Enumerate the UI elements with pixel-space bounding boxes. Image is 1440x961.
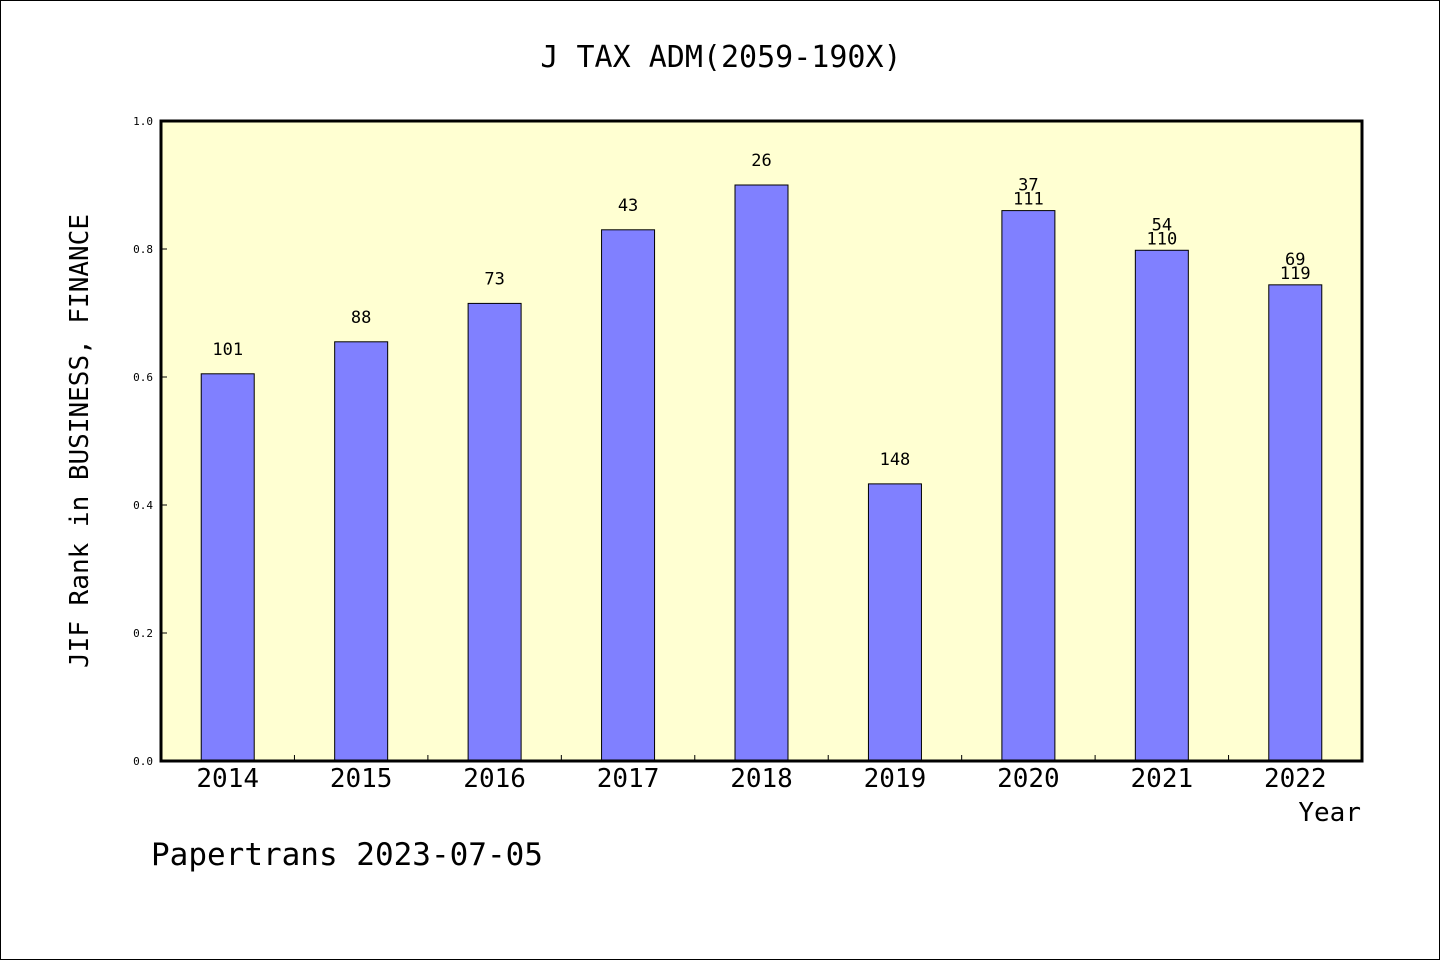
chart-title: J TAX ADM(2059-190X): [540, 40, 901, 75]
bar-label: 101: [212, 340, 243, 360]
x-tick-label: 2014: [196, 764, 259, 794]
plot-border: [159, 119, 1364, 763]
y-tick-label: 0.2: [133, 627, 153, 640]
y-tick-label: 0.0: [133, 755, 153, 768]
bar: [1134, 249, 1189, 762]
x-axis-label: Year: [1298, 798, 1361, 828]
bar: [467, 302, 522, 762]
bar-label: 26: [751, 151, 771, 171]
bar: [867, 483, 922, 762]
bar: [734, 184, 789, 762]
bar-label: 43: [618, 196, 638, 216]
bar-label: 110: [1146, 229, 1177, 249]
x-tick-label: 2016: [463, 764, 526, 794]
x-tick-label: 2021: [1131, 764, 1194, 794]
bar-label: 111: [1013, 190, 1044, 210]
x-tick-label: 2015: [330, 764, 393, 794]
y-axis-label: JIF Rank in BUSINESS, FINANCE: [65, 214, 95, 668]
bar: [200, 373, 255, 762]
bar-label: 37: [1018, 176, 1038, 196]
bar-label: 148: [880, 450, 911, 470]
y-tick-label: 1.0: [133, 115, 153, 128]
x-tick-label: 2019: [864, 764, 927, 794]
bar-label: 73: [484, 269, 504, 289]
y-tick-label: 0.4: [133, 499, 153, 512]
y-tick-label: 0.8: [133, 243, 153, 256]
bar: [334, 341, 389, 762]
bar-label: 88: [351, 308, 371, 328]
y-tick-label: 0.6: [133, 371, 153, 384]
bar: [1268, 284, 1323, 762]
x-tick-label: 2022: [1264, 764, 1327, 794]
bar-label: 69: [1285, 250, 1305, 270]
bar-label: 54: [1152, 215, 1172, 235]
x-tick-label: 2018: [730, 764, 793, 794]
footer-credit: Papertrans 2023-07-05: [151, 837, 543, 873]
bar-label: 119: [1280, 264, 1311, 284]
bar: [1001, 210, 1056, 762]
x-tick-label: 2017: [597, 764, 660, 794]
x-tick-label: 2020: [997, 764, 1060, 794]
bar: [601, 229, 656, 762]
